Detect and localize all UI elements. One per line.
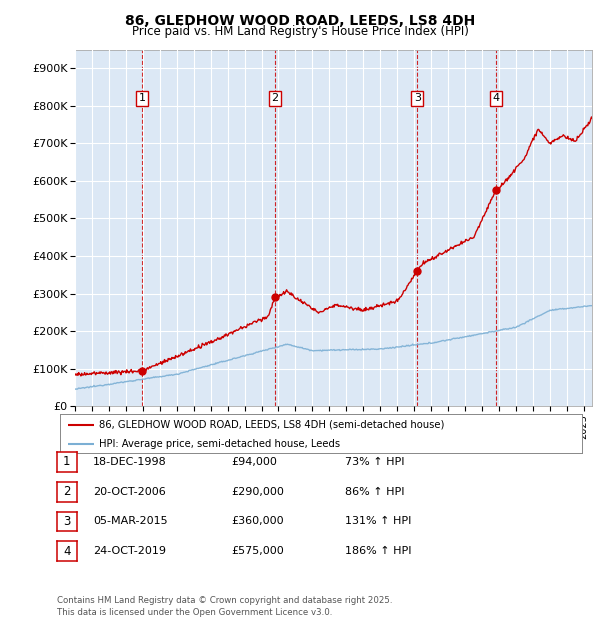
Text: 2: 2: [272, 94, 278, 104]
Text: 2: 2: [63, 485, 71, 498]
Text: £360,000: £360,000: [231, 516, 284, 526]
Text: 3: 3: [413, 94, 421, 104]
Text: 3: 3: [63, 515, 71, 528]
Text: 05-MAR-2015: 05-MAR-2015: [93, 516, 167, 526]
Text: Price paid vs. HM Land Registry's House Price Index (HPI): Price paid vs. HM Land Registry's House …: [131, 25, 469, 38]
Text: 20-OCT-2006: 20-OCT-2006: [93, 487, 166, 497]
Text: £94,000: £94,000: [231, 457, 277, 467]
Text: £575,000: £575,000: [231, 546, 284, 556]
Text: £290,000: £290,000: [231, 487, 284, 497]
Text: 4: 4: [492, 94, 499, 104]
Text: 73% ↑ HPI: 73% ↑ HPI: [345, 457, 404, 467]
Text: 86, GLEDHOW WOOD ROAD, LEEDS, LS8 4DH: 86, GLEDHOW WOOD ROAD, LEEDS, LS8 4DH: [125, 14, 475, 28]
Text: 1: 1: [139, 94, 146, 104]
Text: HPI: Average price, semi-detached house, Leeds: HPI: Average price, semi-detached house,…: [99, 439, 340, 449]
Text: 4: 4: [63, 545, 71, 557]
Text: 24-OCT-2019: 24-OCT-2019: [93, 546, 166, 556]
Text: 86% ↑ HPI: 86% ↑ HPI: [345, 487, 404, 497]
Text: 186% ↑ HPI: 186% ↑ HPI: [345, 546, 412, 556]
Text: 86, GLEDHOW WOOD ROAD, LEEDS, LS8 4DH (semi-detached house): 86, GLEDHOW WOOD ROAD, LEEDS, LS8 4DH (s…: [99, 420, 445, 430]
Text: 1: 1: [63, 456, 71, 468]
Text: Contains HM Land Registry data © Crown copyright and database right 2025.
This d: Contains HM Land Registry data © Crown c…: [57, 596, 392, 617]
Text: 18-DEC-1998: 18-DEC-1998: [93, 457, 167, 467]
Text: 131% ↑ HPI: 131% ↑ HPI: [345, 516, 412, 526]
